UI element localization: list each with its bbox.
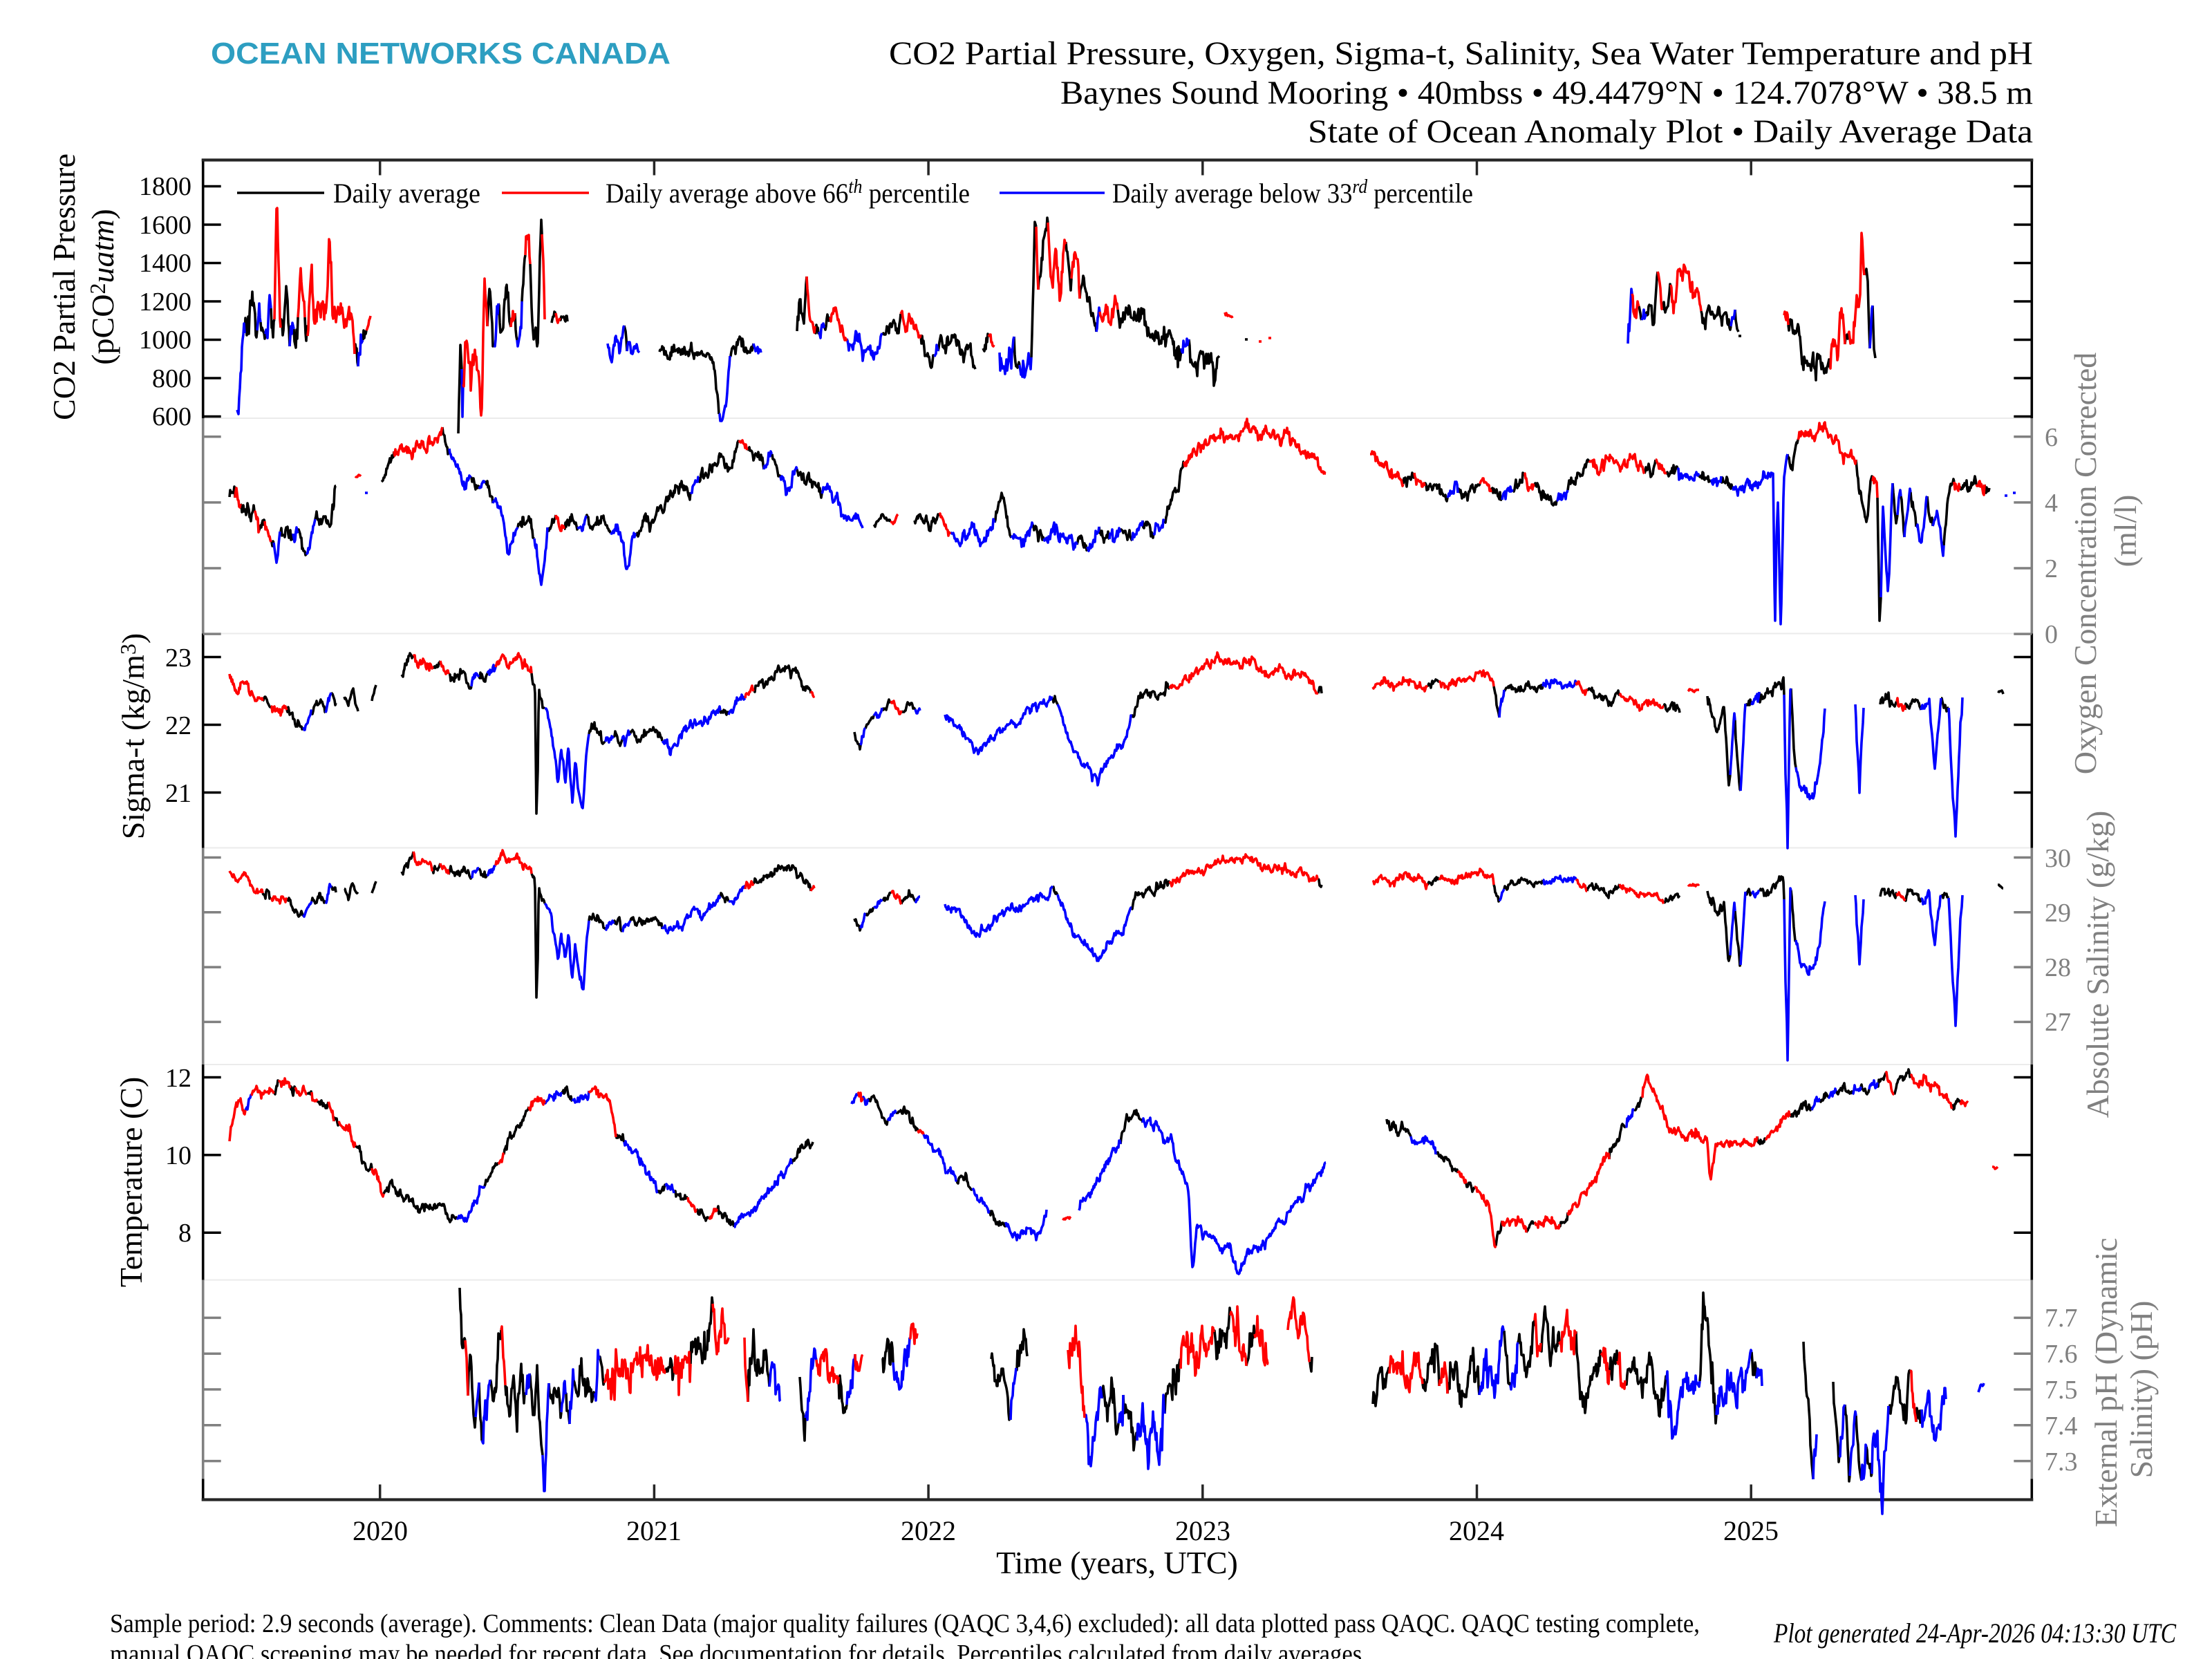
svg-text:4: 4 [2045,489,2058,518]
svg-text:Time (years, UTC): Time (years, UTC) [996,1545,1238,1580]
svg-text:7.7: 7.7 [2045,1304,2078,1333]
svg-text:1600: 1600 [139,211,191,240]
svg-text:CO2 Partial Pressure, Oxygen,: CO2 Partial Pressure, Oxygen, Sigma-t, S… [889,35,2033,72]
svg-text:7.5: 7.5 [2045,1376,2078,1405]
svg-text:Daily average: Daily average [333,178,480,209]
svg-text:10: 10 [165,1141,191,1170]
svg-text:Sample period: 2.9 seconds (av: Sample period: 2.9 seconds (average). Co… [110,1609,1700,1638]
svg-text:27: 27 [2045,1008,2071,1037]
svg-text:CO2 Partial Pressure: CO2 Partial Pressure [46,153,82,420]
svg-text:22: 22 [165,711,191,740]
svg-text:2023: 2023 [1175,1515,1230,1546]
svg-text:800: 800 [152,364,191,393]
svg-text:600: 600 [152,402,191,431]
svg-text:7.6: 7.6 [2045,1340,2078,1369]
svg-text:2021: 2021 [626,1515,682,1546]
svg-text:0: 0 [2045,620,2058,649]
svg-text:Oxygen Concentration Corrected: Oxygen Concentration Corrected [2068,353,2103,775]
svg-text:State of Ocean Anomaly Plot •: State of Ocean Anomaly Plot • Daily Aver… [1308,113,2033,150]
svg-text:21: 21 [165,779,191,808]
svg-text:30: 30 [2045,844,2071,873]
svg-text:Plot generated 24-Apr-2026 04:: Plot generated 24-Apr-2026 04:13:30 UTC [1773,1618,2177,1649]
svg-text:1400: 1400 [139,249,191,278]
svg-text:External pH (Dynamic: External pH (Dynamic [2088,1238,2124,1528]
svg-text:manual QAQC screening may be n: manual QAQC screening may be needed for … [110,1640,1368,1659]
svg-text:29: 29 [2045,899,2071,928]
svg-text:2: 2 [2045,554,2058,583]
svg-text:2025: 2025 [1723,1515,1779,1546]
svg-text:12: 12 [165,1064,191,1093]
svg-text:Sigma-t (kg/m3): Sigma-t (kg/m3) [115,633,151,839]
svg-text:7.4: 7.4 [2045,1412,2078,1441]
svg-text:Daily average below 33rd perce: Daily average below 33rd percentile [1112,176,1473,209]
svg-text:(ml/l): (ml/l) [2108,495,2143,568]
svg-text:Absolute Salinity (g/kg): Absolute Salinity (g/kg) [2080,811,2115,1118]
svg-text:2022: 2022 [901,1515,956,1546]
svg-text:28: 28 [2045,953,2071,982]
svg-text:1800: 1800 [139,172,191,201]
svg-text:2024: 2024 [1449,1515,1504,1546]
svg-text:Daily average above 66th perce: Daily average above 66th percentile [606,176,970,209]
svg-text:Baynes Sound Mooring • 40mbss: Baynes Sound Mooring • 40mbss • 49.4479°… [1060,75,2033,111]
svg-text:23: 23 [165,644,191,673]
svg-text:1000: 1000 [139,326,191,355]
svg-text:1200: 1200 [139,288,191,317]
svg-text:8: 8 [178,1219,191,1248]
svg-text:7.3: 7.3 [2045,1447,2078,1477]
svg-text:OCEAN NETWORKS CANADA: OCEAN NETWORKS CANADA [211,37,671,71]
svg-text:Temperature (C): Temperature (C) [113,1077,149,1288]
svg-text:6: 6 [2045,423,2058,452]
svg-text:2020: 2020 [353,1515,408,1546]
svg-text:Salinity) (pH): Salinity) (pH) [2124,1301,2159,1479]
